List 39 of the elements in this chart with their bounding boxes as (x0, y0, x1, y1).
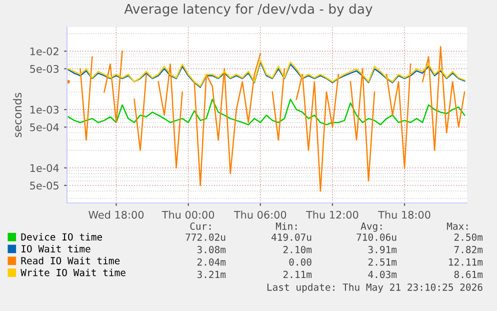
legend-label: Write IO Wait time (20, 268, 126, 276)
text: 8.61m (454, 270, 483, 278)
text: Max: (446, 222, 468, 230)
y-axis-title: seconds (13, 92, 22, 138)
y-tick-label: 1e-03 (30, 106, 59, 114)
chart-title: Average latency for /dev/vda - by day (124, 4, 372, 16)
text: 2.51m (368, 258, 397, 266)
legend-label: Device IO time (21, 233, 102, 241)
text: 419.07u (272, 233, 312, 241)
x-tick-label: Thu 18:00 (378, 210, 430, 219)
text: Cur: (190, 222, 211, 230)
y-tick-label: 5e-03 (30, 64, 59, 73)
text: Min: (276, 222, 297, 230)
text: 4.03m (368, 270, 397, 278)
text: 12.11m (449, 258, 483, 266)
text: 2.50m (454, 233, 483, 241)
x-tick-label: Thu 00:00 (162, 210, 214, 219)
y-tick-label: 5e-04 (30, 123, 59, 132)
x-tick-label: Thu 06:00 (234, 210, 286, 219)
text: 0.00 (289, 258, 312, 266)
text: 2.11m (283, 270, 312, 278)
legend-label: Read IO Wait time (21, 256, 120, 264)
text: Last update: Thu May 21 23:10:25 2026 (267, 283, 482, 293)
text: 2.04m (197, 258, 226, 266)
text: 2.10m (283, 246, 312, 254)
text: 3.91m (368, 246, 397, 254)
x-tick-label: Wed 18:00 (88, 210, 144, 219)
text: 772.02u (186, 233, 226, 241)
text: 3.21m (197, 270, 226, 278)
x-tick-label: Thu 12:00 (306, 210, 358, 219)
line-series (68, 98, 466, 126)
y-tick-label: 1e-02 (30, 47, 58, 56)
y-tick-label: 1e-04 (30, 164, 59, 172)
y-tick-label: 5e-05 (30, 182, 58, 190)
text: 710.06u (356, 233, 396, 241)
text: 7.82m (454, 246, 483, 254)
legend-label: IO Wait time (22, 244, 90, 252)
text: 3.08m (197, 246, 226, 254)
text: Avg: (360, 222, 382, 232)
